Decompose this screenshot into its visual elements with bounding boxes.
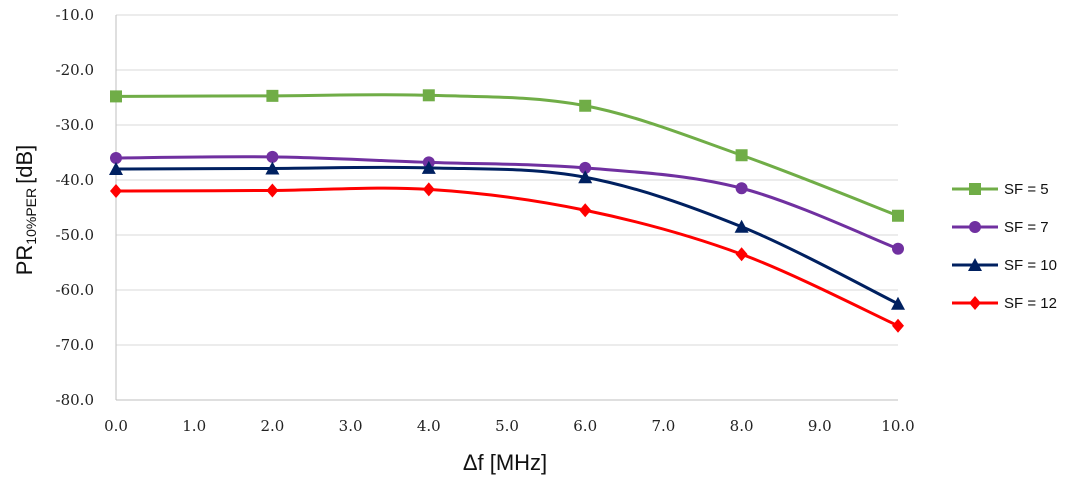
legend-item: SF = 7 bbox=[952, 219, 1049, 236]
legend-label: SF = 10 bbox=[1004, 257, 1057, 274]
x-tick-label: 5.0 bbox=[495, 417, 519, 435]
data-point bbox=[892, 209, 904, 222]
data-point bbox=[891, 296, 905, 310]
data-point bbox=[735, 182, 748, 195]
x-tick-label: 3.0 bbox=[339, 417, 363, 435]
y-tick-label: -50.0 bbox=[56, 226, 94, 244]
data-point bbox=[892, 242, 904, 255]
series-line bbox=[115, 165, 899, 306]
series-4 bbox=[110, 182, 904, 333]
y-axis-title-unit: [dB] bbox=[12, 145, 37, 184]
data-point bbox=[579, 99, 592, 112]
y-tick-label: -20.0 bbox=[56, 61, 94, 79]
legend-label: SF = 7 bbox=[1004, 219, 1049, 236]
data-point bbox=[266, 89, 279, 102]
legend-marker bbox=[968, 258, 982, 271]
data-point bbox=[735, 149, 748, 162]
legend-label: SF = 12 bbox=[1004, 295, 1057, 312]
data-point bbox=[109, 162, 123, 175]
legend-item: SF = 5 bbox=[952, 181, 1049, 198]
x-tick-label: 1.0 bbox=[182, 417, 206, 435]
data-point bbox=[266, 150, 279, 163]
x-tick-label: 9.0 bbox=[808, 417, 832, 435]
series-line bbox=[115, 93, 899, 218]
legend-marker bbox=[969, 183, 981, 195]
x-tick-label: 10.0 bbox=[881, 417, 914, 435]
data-point bbox=[422, 89, 435, 102]
series-1 bbox=[110, 89, 904, 222]
y-tick-label: -60.0 bbox=[56, 281, 94, 299]
data-point bbox=[734, 219, 749, 233]
legend-marker bbox=[969, 296, 981, 310]
data-point bbox=[422, 182, 435, 197]
legend-item: SF = 10 bbox=[952, 257, 1057, 274]
x-tick-labels: 0.0 1.0 2.0 3.0 4.0 5.0 6.0 7.0 8.0 9.0 10.0 bbox=[104, 417, 915, 435]
y-axis-title-subscript: 10%PER bbox=[23, 188, 39, 245]
data-point bbox=[110, 184, 122, 198]
series-3 bbox=[109, 160, 905, 310]
data-point bbox=[892, 318, 904, 333]
series-line bbox=[115, 186, 899, 328]
data-point bbox=[110, 90, 122, 103]
x-axis-title: Δf [MHz] bbox=[463, 450, 547, 475]
x-tick-label: 7.0 bbox=[651, 417, 675, 435]
data-point bbox=[266, 183, 279, 198]
y-tick-label: -40.0 bbox=[56, 171, 94, 189]
legend-marker bbox=[969, 221, 981, 233]
legend-label: SF = 5 bbox=[1004, 181, 1049, 198]
data-point bbox=[265, 161, 280, 175]
series-layer bbox=[109, 89, 905, 333]
grid-layer bbox=[116, 14, 898, 346]
x-tick-label: 8.0 bbox=[730, 417, 754, 435]
x-tick-label: 6.0 bbox=[573, 417, 597, 435]
series-2 bbox=[110, 150, 904, 255]
y-tick-labels: -10.0 -20.0 -30.0 -40.0 -50.0 -60.0 -70.0 -80.0 bbox=[56, 6, 94, 409]
data-point bbox=[579, 203, 592, 218]
data-point bbox=[735, 247, 748, 262]
y-tick-label: -70.0 bbox=[56, 336, 94, 354]
x-tick-label: 4.0 bbox=[417, 417, 441, 435]
axis-layer bbox=[115, 15, 898, 401]
data-point bbox=[110, 152, 122, 164]
y-axis-title: PR10%PER [dB] bbox=[12, 145, 39, 276]
data-point bbox=[579, 161, 592, 174]
y-tick-label: -80.0 bbox=[56, 391, 94, 409]
x-tick-label: 0.0 bbox=[104, 417, 128, 435]
x-tick-label: 2.0 bbox=[260, 417, 284, 435]
y-tick-label: -10.0 bbox=[56, 6, 94, 24]
y-tick-label: -30.0 bbox=[56, 116, 94, 134]
data-point bbox=[421, 160, 436, 174]
legend: SF = 5 SF = 7 SF = 10 SF = 12 bbox=[952, 181, 1057, 312]
data-point bbox=[578, 170, 593, 184]
y-axis-title-main: PR bbox=[12, 245, 37, 276]
legend-item: SF = 12 bbox=[952, 295, 1057, 312]
series-line bbox=[115, 155, 899, 251]
